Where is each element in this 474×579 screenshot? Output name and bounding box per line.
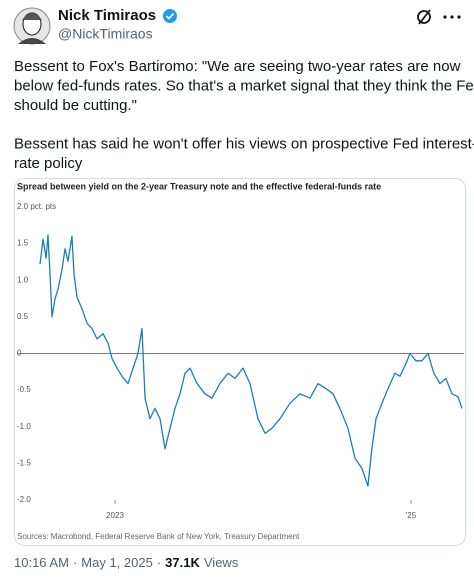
tweet-text-line: below fed-funds rates. So that's a marke…: [14, 77, 474, 94]
date: May 1, 2025: [81, 555, 153, 570]
avatar[interactable]: [13, 7, 51, 45]
display-name[interactable]: Nick Timiraos: [58, 7, 156, 24]
verified-badge: [163, 9, 177, 23]
time: 10:16 AM: [14, 555, 69, 570]
y-tick-label: 2.0 pct. pts: [17, 202, 56, 211]
x-tick-label: '25: [406, 511, 417, 520]
y-tick-label: 0.5: [17, 312, 29, 321]
spread-line: [39, 234, 463, 487]
separator: ·: [73, 555, 77, 570]
handle[interactable]: @NickTimiraos: [58, 26, 153, 42]
tweet-text-line: rate policy: [14, 155, 83, 172]
x-tick-label: 2023: [106, 511, 124, 520]
tweet-text-line: should be cutting.": [14, 97, 137, 114]
view-count: 37.1K: [165, 555, 200, 570]
y-tick-label: -2.0: [17, 495, 31, 504]
y-tick-label: -0.5: [17, 385, 31, 394]
timestamp: 10:16 AM · May 1, 2025 · 37.1K Views: [14, 555, 239, 570]
tweet-text-line: Bessent to Fox's Bartiromo: "We are seei…: [14, 58, 461, 75]
media-frame[interactable]: [14, 178, 466, 546]
separator: ·: [157, 555, 161, 570]
y-tick-label: -1.5: [17, 458, 31, 467]
chart-title: Spread between yield on the 2-year Treas…: [17, 181, 381, 191]
tweet-text-line: Bessent has said he won't offer his view…: [14, 135, 474, 152]
chart-source: Sources: Macrobond, Federal Reserve Bank…: [17, 532, 300, 541]
grok-icon[interactable]: [417, 9, 431, 25]
y-tick-label: 1.0: [17, 275, 29, 284]
more-icon[interactable]: [443, 15, 461, 19]
y-tick-label: 1.5: [17, 239, 29, 248]
views-label: Views: [204, 555, 239, 570]
y-tick-label: -1.0: [17, 422, 31, 431]
